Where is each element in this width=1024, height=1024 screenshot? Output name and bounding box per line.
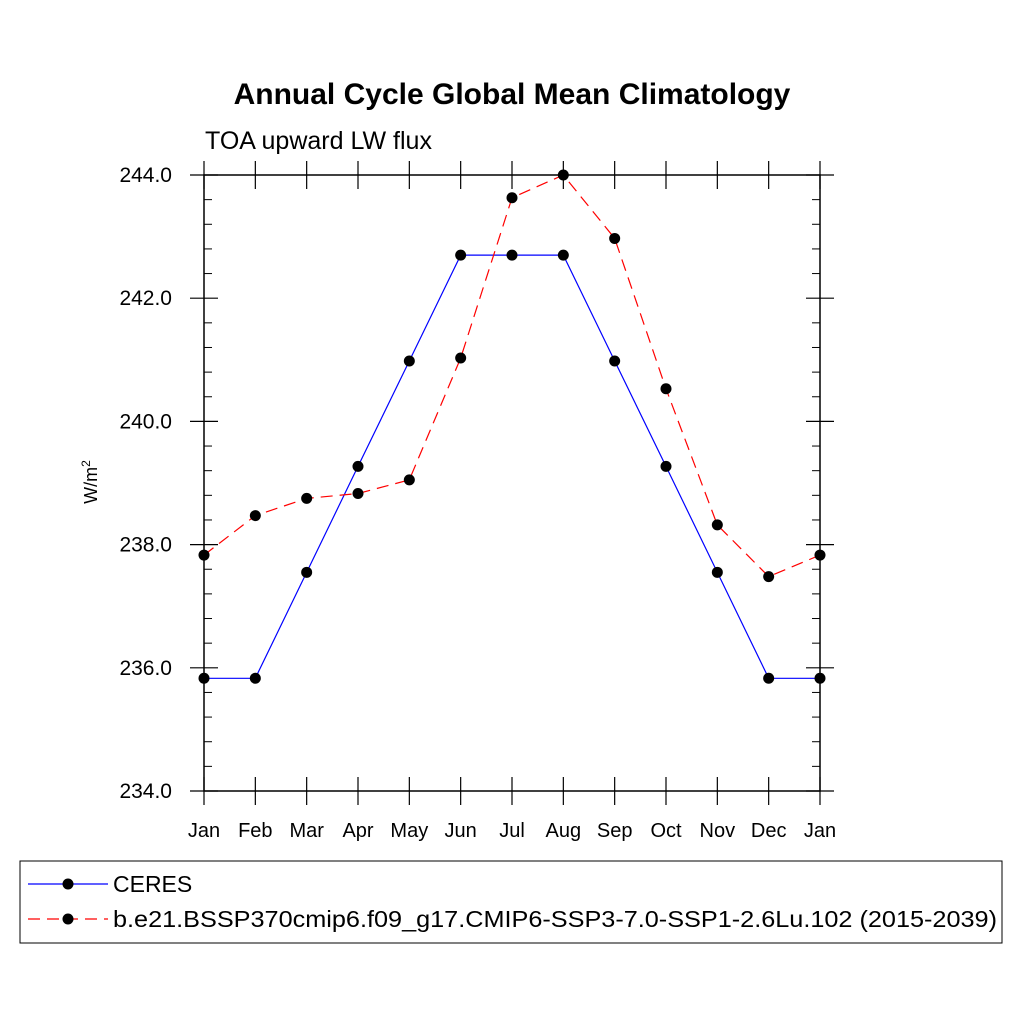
x-tick-label: Sep (597, 820, 633, 842)
legend-label-ceres: CERES (113, 871, 192, 897)
x-tick-label: Nov (700, 820, 736, 842)
x-tick-label: Jul (499, 820, 525, 842)
series-line-1 (203, 174, 821, 578)
series-1-point (249, 510, 261, 522)
y-tick-label: 244.0 (119, 164, 172, 187)
plot-series (198, 169, 826, 684)
series-1-point (352, 487, 364, 499)
series-0-point (455, 249, 467, 261)
series-1-point (506, 192, 518, 204)
series-1-point (711, 519, 723, 531)
y-tick-label: 236.0 (119, 657, 172, 680)
legend-marker-model (62, 913, 74, 925)
series-0-point (763, 672, 775, 684)
y-tick-labels: 234.0 236.0 238.0 240.0 242.0 244.0 (119, 164, 172, 803)
series-line-0 (204, 254, 820, 679)
series-1-point (455, 352, 467, 364)
legend: CERES b.e21.BSSP370cmip6.f09_g17.CMIP6-S… (19, 860, 1003, 944)
series-1-point (609, 232, 621, 244)
x-tick-label: Oct (650, 820, 682, 842)
x-tick-label: Jun (445, 820, 477, 842)
x-tick-label: Jan (804, 820, 836, 842)
x-tick-labels: Jan Feb Mar Apr May Jun Jul Aug Sep Oct Nov Dec Jan (188, 820, 836, 842)
series-1-point (763, 571, 775, 583)
plot-frame (203, 174, 821, 792)
x-tick-label: Jan (188, 820, 220, 842)
series-1-point (660, 383, 672, 395)
y-axis-label: W/m2 (79, 460, 101, 504)
chart-title: Annual Cycle Global Mean Climatology (234, 78, 791, 111)
legend-box (19, 860, 1003, 944)
y-axis-label-sup: 2 (79, 460, 93, 467)
legend-label-model: b.e21.BSSP370cmip6.f09_g17.CMIP6-SSP3-7.… (113, 906, 997, 932)
series-0-point (403, 355, 415, 367)
x-tick-label: Dec (751, 820, 787, 842)
legend-marker-ceres (62, 878, 74, 890)
series-1-point (301, 492, 313, 504)
y-tick-label: 234.0 (119, 780, 172, 803)
x-tick-label: May (390, 820, 428, 842)
series-0-point (660, 460, 672, 472)
series-0-point (506, 249, 518, 261)
series-1-point (403, 474, 415, 486)
x-tick-label: Mar (289, 820, 324, 842)
y-axis-label-base: W/m (81, 467, 101, 504)
series-0-point (711, 566, 723, 578)
series-0-point (249, 672, 261, 684)
y-tick-label: 240.0 (119, 410, 172, 433)
svg-text:W/m2: W/m2 (79, 460, 101, 504)
series-0-point (609, 355, 621, 367)
x-tick-label: Feb (238, 820, 272, 842)
series-0-point (301, 566, 313, 578)
series-0-point (557, 249, 569, 261)
series-0-point (352, 460, 364, 472)
x-tick-label: Aug (546, 820, 582, 842)
y-tick-label: 238.0 (119, 534, 172, 557)
x-tick-label: Apr (342, 820, 373, 842)
y-tick-label: 242.0 (119, 287, 172, 310)
chart-subtitle: TOA upward LW flux (205, 127, 432, 155)
